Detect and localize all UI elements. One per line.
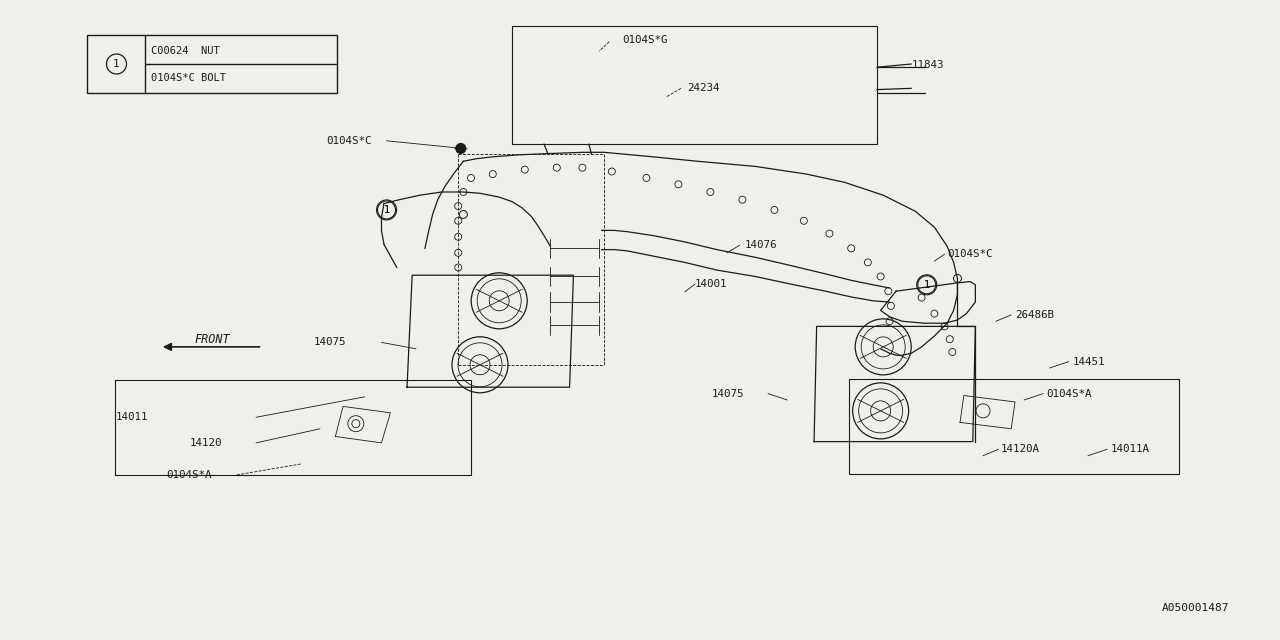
Text: 14076: 14076 (745, 240, 777, 250)
Bar (87, 35, 337, 93)
Text: 0104S*G: 0104S*G (622, 35, 668, 45)
Text: 26486B: 26486B (1015, 310, 1053, 320)
Text: 1: 1 (924, 280, 929, 290)
Text: 0104S*C: 0104S*C (326, 136, 372, 146)
Text: 24234: 24234 (687, 83, 719, 93)
Text: 11843: 11843 (911, 60, 943, 70)
Text: 0104S*C BOLT: 0104S*C BOLT (151, 73, 227, 83)
Text: 14451: 14451 (1073, 356, 1105, 367)
Text: 14120: 14120 (189, 438, 221, 448)
Text: 1: 1 (924, 280, 929, 290)
Text: 0104S*A: 0104S*A (166, 470, 212, 480)
Bar (115, 380, 471, 475)
Text: 0104S*A: 0104S*A (1046, 388, 1092, 399)
Text: 14011: 14011 (115, 412, 147, 422)
Text: 14075: 14075 (314, 337, 346, 348)
Text: 0104S*C: 0104S*C (947, 249, 993, 259)
Text: 14011A: 14011A (1111, 444, 1149, 454)
Circle shape (456, 143, 466, 154)
Text: A050001487: A050001487 (1161, 603, 1229, 613)
Text: 1: 1 (384, 205, 389, 215)
Text: 14120A: 14120A (1001, 444, 1039, 454)
Text: C00624  NUT: C00624 NUT (151, 46, 220, 56)
Text: 14075: 14075 (712, 388, 744, 399)
Text: 1: 1 (113, 59, 120, 69)
Text: 1: 1 (384, 205, 389, 215)
Text: FRONT: FRONT (195, 333, 230, 346)
Text: 14001: 14001 (695, 279, 727, 289)
Bar (849, 379, 1179, 474)
Bar (512, 26, 877, 144)
